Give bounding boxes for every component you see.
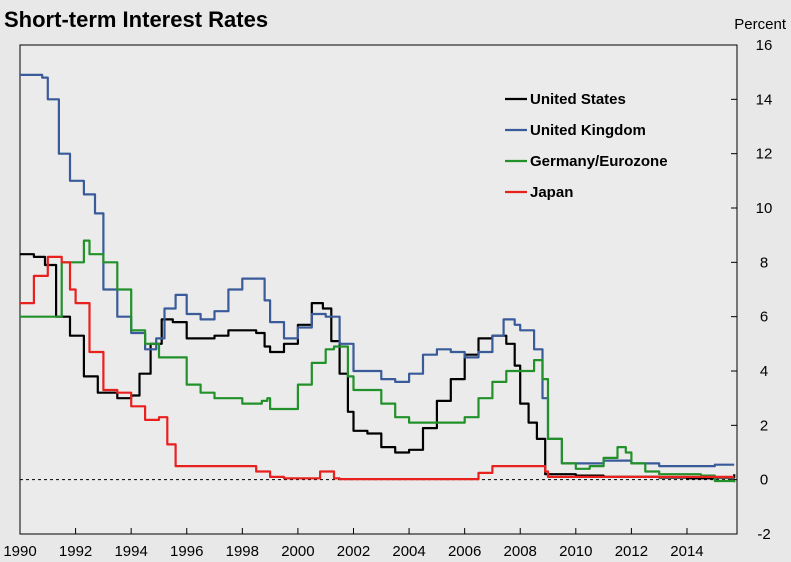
y-tick-label: 2 (760, 417, 768, 434)
x-tick-label: 1994 (114, 543, 147, 560)
y-tick-label: -2 (757, 526, 770, 543)
x-tick-label: 2000 (281, 543, 314, 560)
series-line-germany-eurozone (20, 239, 736, 483)
y-tick-label: 4 (760, 363, 768, 380)
x-tick-label: 2014 (670, 543, 703, 560)
x-tick-label: 2010 (559, 543, 592, 560)
y-axis-unit-label: Percent (734, 16, 787, 33)
x-tick-label: 2004 (392, 543, 425, 560)
x-tick-label: 1992 (59, 543, 92, 560)
x-tick-label: 2006 (448, 543, 481, 560)
legend: United States United Kingdom Germany/Euroz… (505, 91, 668, 201)
x-tick-label: 1998 (226, 543, 259, 560)
x-tick-label: 2012 (615, 543, 648, 560)
y-tick-label: 0 (760, 472, 768, 489)
x-tick-label: 2002 (337, 543, 370, 560)
series-line-japan (20, 255, 735, 481)
series-lines (20, 73, 736, 483)
legend-label: United Kingdom (530, 122, 646, 139)
x-tick-label: 1996 (170, 543, 203, 560)
y-tick-label: 6 (760, 309, 768, 326)
x-tick-label: 1990 (3, 543, 36, 560)
y-tick-label: 14 (756, 91, 773, 108)
series-line-united-states (20, 253, 736, 480)
x-tick-label: 2008 (504, 543, 537, 560)
y-tick-label: 10 (756, 200, 773, 217)
y-tick-label: 12 (756, 146, 773, 163)
legend-label: Germany/Eurozone (530, 153, 668, 170)
x-axis-ticks: 1990 1992 1994 1996 1998 2000 2002 2004 2006 2008… (3, 528, 704, 560)
chart-title: Short-term Interest Rates (4, 7, 268, 32)
y-tick-label: 8 (760, 254, 768, 271)
legend-label: Japan (530, 184, 573, 201)
y-tick-label: 16 (756, 37, 773, 54)
series-line-united-kingdom (20, 73, 735, 468)
legend-label: United States (530, 91, 626, 108)
y-axis-ticks: 16 14 12 10 8 6 4 2 0 -2 (731, 37, 772, 543)
